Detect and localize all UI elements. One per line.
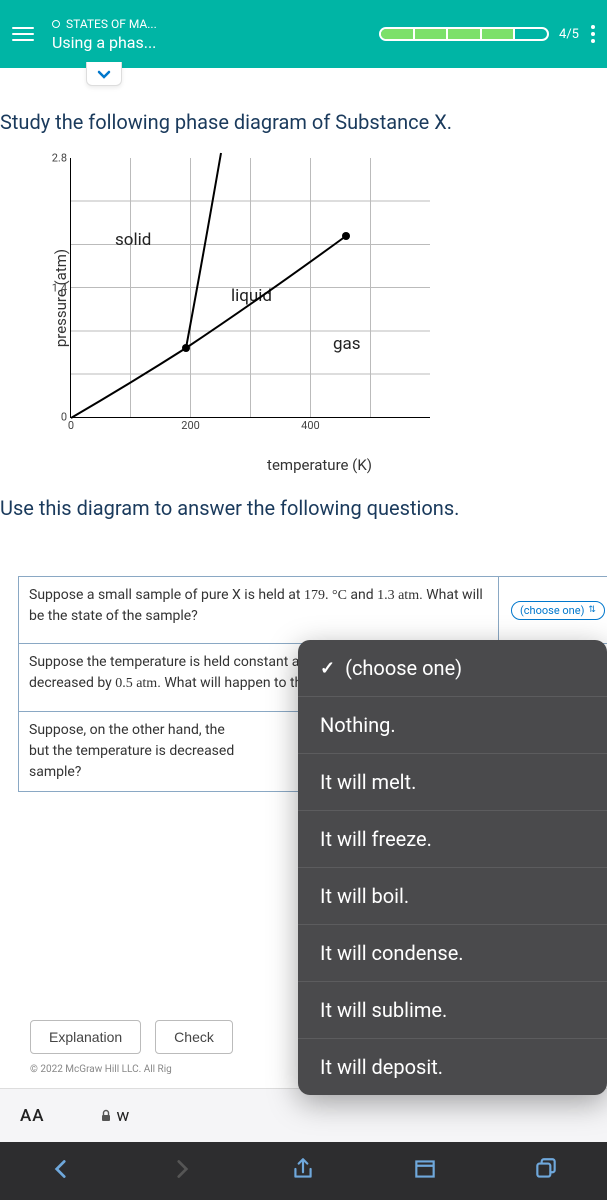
prompt-1: Study the following phase diagram of Sub… [0, 110, 593, 134]
phase-curves [71, 158, 431, 418]
app-header: STATES OF MA... Using a phas... 4/5 [0, 0, 607, 68]
share-button[interactable] [290, 1156, 316, 1186]
lock-icon [99, 1109, 113, 1123]
domain-text: w [117, 1106, 130, 1126]
dropdown-selected[interactable]: (choose one) [298, 640, 607, 697]
ytick: 2.8 [52, 152, 71, 165]
dropdown-option[interactable]: It will melt. [298, 754, 607, 811]
header-titles: STATES OF MA... Using a phas... [52, 17, 379, 52]
phase-diagram: pressure (atm) 0 1.4 2.8 0 200 400 solid… [40, 148, 470, 448]
breadcrumb[interactable]: STATES OF MA... [52, 17, 379, 31]
answer-cell[interactable]: (choose one)⇅ [498, 576, 607, 644]
page-subtitle: Using a phas... [52, 33, 379, 52]
dropdown-option[interactable]: It will condense. [298, 925, 607, 982]
browser-address-bar: AA w [0, 1088, 607, 1142]
prompt-2: Use this diagram to answer the following… [0, 496, 593, 520]
back-button[interactable] [48, 1156, 74, 1186]
site-lock[interactable]: w [99, 1106, 130, 1126]
xtick: 0 [68, 417, 74, 432]
bookmarks-button[interactable] [412, 1156, 438, 1186]
breadcrumb-dot-icon [52, 20, 60, 28]
choose-dropdown[interactable]: (choose one)⇅ [511, 601, 605, 620]
dropdown-option[interactable]: Nothing. [298, 697, 607, 754]
forward-button [169, 1156, 195, 1186]
expand-chevron[interactable] [86, 62, 122, 86]
xtick: 200 [181, 417, 200, 432]
explanation-button[interactable]: Explanation [30, 1020, 141, 1054]
y-axis-label: pressure (atm) [52, 249, 70, 347]
dropdown-option[interactable]: It will deposit. [298, 1039, 607, 1095]
question-text: Suppose a small sample of pure X is held… [18, 576, 498, 644]
dropdown-option[interactable]: It will freeze. [298, 811, 607, 868]
progress-bar [379, 27, 549, 41]
x-axis-label: temperature (K) [40, 456, 599, 474]
plot-area: 0 1.4 2.8 0 200 400 solid liquid gas [70, 158, 430, 418]
xtick: 400 [301, 417, 320, 432]
text-size-button[interactable]: AA [20, 1106, 45, 1126]
ytick: 1.4 [52, 281, 71, 294]
progress-label: 4/5 [559, 27, 579, 42]
progress-indicator: 4/5 [379, 27, 579, 42]
dropdown-option[interactable]: It will boil. [298, 868, 607, 925]
dropdown-menu: (choose one) Nothing. It will melt. It w… [298, 640, 607, 1095]
check-button[interactable]: Check [155, 1020, 233, 1054]
bottom-toolbar [0, 1142, 607, 1200]
more-icon[interactable] [591, 25, 595, 43]
question-row: Suppose a small sample of pure X is held… [18, 576, 607, 644]
dropdown-option[interactable]: It will sublime. [298, 982, 607, 1039]
tabs-button[interactable] [533, 1156, 559, 1186]
menu-icon[interactable] [12, 27, 34, 41]
breadcrumb-text: STATES OF MA... [66, 17, 157, 31]
